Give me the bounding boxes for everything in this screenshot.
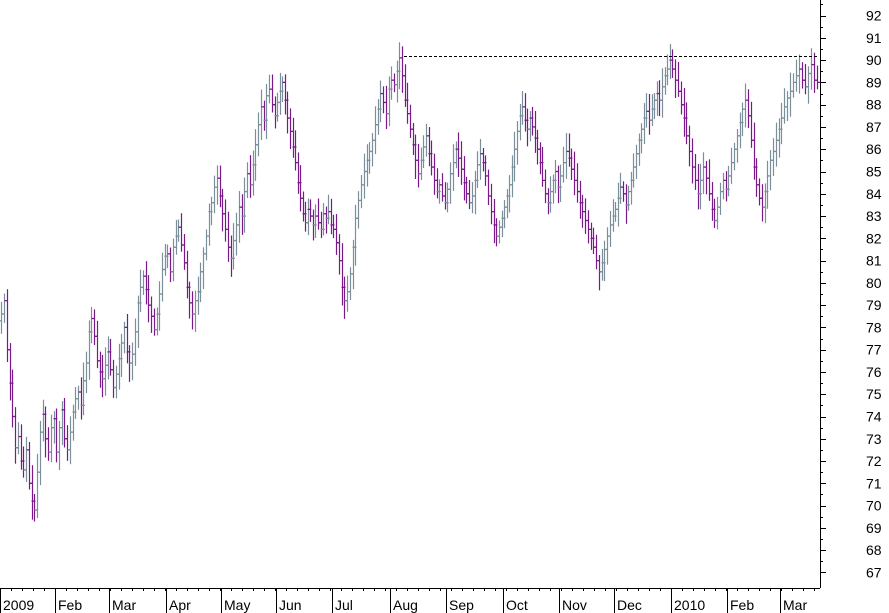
y-tick-label: 86 [866,141,882,157]
x-tick-label: Nov [562,597,587,613]
y-tick-label: 78 [866,319,882,335]
y-tick-label: 81 [866,253,882,269]
y-tick-label: 89 [866,74,882,90]
y-tick-label: 67 [866,564,882,580]
x-tick-label: Oct [506,597,528,613]
x-tick-label: Mar [112,597,136,613]
x-tick-label: Feb [58,597,82,613]
x-tick-label: 2010 [674,597,705,613]
y-tick-label: 71 [866,475,882,491]
x-axis: 2009 Feb Mar Apr May Jun Jul Aug Sep Oct Nov Dec 201… [0,588,820,613]
y-tick-label: 70 [866,498,882,514]
x-tick-label: Sep [449,597,474,613]
y-tick-label: 91 [866,30,882,46]
x-tick-label: 2009 [3,597,34,613]
y-tick-label: 84 [866,186,882,202]
x-tick-label: Feb [730,597,754,613]
y-tick-label: 74 [866,409,882,425]
y-tick-label: 80 [866,275,882,291]
x-tick-label: Aug [393,597,418,613]
x-tick-label: Apr [169,597,191,613]
x-tick-label: Jun [279,597,302,613]
y-tick-label: 82 [866,230,882,246]
y-tick-label: 90 [866,52,882,68]
x-tick-label: Mar [783,597,807,613]
y-tick-label: 73 [866,431,882,447]
y-tick-label: 76 [866,364,882,380]
y-tick-label: 87 [866,119,882,135]
y-axis: 67 68 69 70 71 72 73 74 75 76 77 78 79 80 81 82 83 84 85 86… [820,0,882,588]
y-tick-label: 68 [866,542,882,558]
y-tick-label: 92 [866,8,882,24]
y-tick-label: 88 [866,97,882,113]
y-tick-label: 85 [866,164,882,180]
y-tick-label: 75 [866,386,882,402]
y-tick-label: 69 [866,520,882,536]
x-tick-label: Jul [335,597,353,613]
y-tick-label: 83 [866,208,882,224]
y-tick-label: 72 [866,453,882,469]
x-tick-label: May [224,597,250,613]
y-tick-label: 77 [866,342,882,358]
price-bars [0,42,821,522]
y-tick-label: 79 [866,297,882,313]
x-tick-label: Dec [617,597,642,613]
